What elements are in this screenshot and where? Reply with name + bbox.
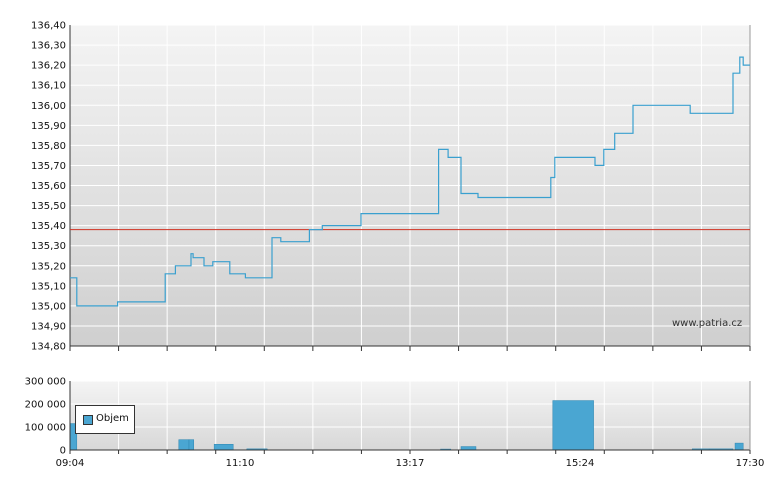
volume-bar: [734, 442, 744, 451]
y-tick-label: 134,90: [31, 321, 66, 332]
volume-y-tick-label: 100 000: [25, 423, 66, 434]
volume-bar: [213, 444, 234, 451]
y-tick-label: 135,80: [31, 141, 66, 152]
legend-label: Objem: [96, 413, 129, 424]
y-tick-label: 135,70: [31, 161, 66, 172]
x-tick-label: 15:24: [566, 458, 595, 469]
volume-bar: [552, 400, 594, 451]
volume-panel: 0 100 000 200 000 300 000 09:04 11:10 13:17 15:…: [25, 377, 765, 470]
y-tick-label: 136,20: [31, 61, 66, 72]
y-tick-label: 135,10: [31, 281, 66, 292]
watermark: www.patria.cz: [672, 318, 743, 329]
legend: Objem: [75, 405, 135, 434]
y-tick-label: 135,60: [31, 181, 66, 192]
y-tick-label: 135,90: [31, 121, 66, 132]
price-panel: 134,80 134,90 135,00 135,10 135,20 135,30 135,…: [31, 21, 751, 353]
x-tick-label: 17:30: [736, 458, 765, 469]
y-tick-label: 136,40: [31, 21, 66, 32]
y-tick-label: 136,00: [31, 101, 66, 112]
y-tick-label: 136,30: [31, 41, 66, 52]
volume-bar: [188, 439, 195, 451]
x-tick-label: 11:10: [226, 458, 255, 469]
volume-y-tick-label: 300 000: [25, 377, 66, 388]
volume-bar: [460, 446, 477, 451]
y-tick-label: 134,80: [31, 342, 66, 353]
volume-y-tick-label: 200 000: [25, 400, 66, 411]
y-tick-label: 135,40: [31, 221, 66, 232]
volume-y-tick-label: 0: [60, 446, 66, 457]
x-tick-label: 09:04: [56, 458, 85, 469]
legend-swatch: [83, 415, 93, 425]
price-series-line: [70, 56, 750, 307]
y-tick-label: 136,10: [31, 81, 66, 92]
y-tick-label: 135,50: [31, 201, 66, 212]
x-tick-label: 13:17: [396, 458, 425, 469]
y-tick-label: 135,20: [31, 261, 66, 272]
y-tick-label: 135,30: [31, 241, 66, 252]
volume-bar: [178, 439, 190, 451]
y-tick-label: 135,00: [31, 301, 66, 312]
